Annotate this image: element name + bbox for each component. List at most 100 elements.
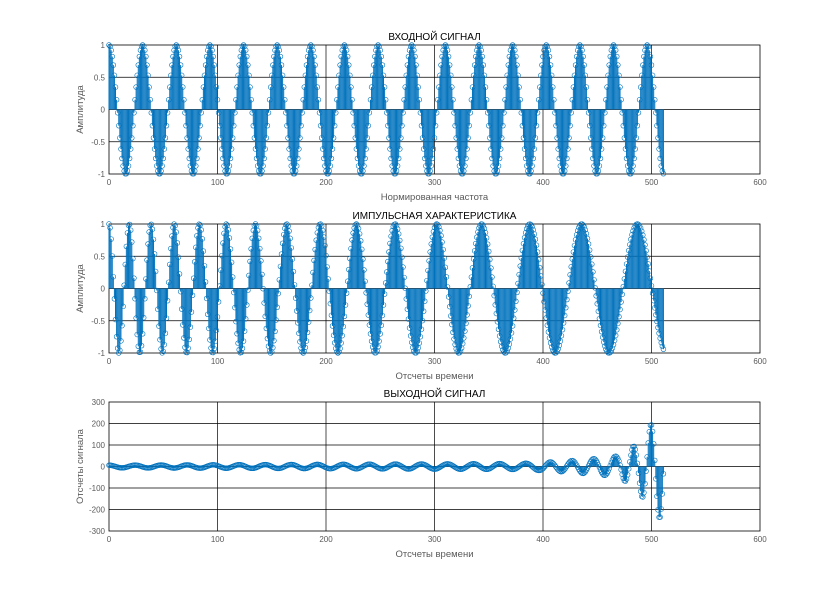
stem-marker [539, 62, 545, 68]
stem-marker [659, 343, 666, 349]
stem-marker [554, 135, 560, 141]
stem-marker [416, 340, 423, 346]
stem-marker [368, 84, 375, 90]
stem-marker [608, 347, 615, 354]
stem-marker [218, 135, 224, 141]
stem-marker [218, 267, 224, 273]
stem-marker [373, 47, 379, 53]
stem-marker [616, 72, 622, 79]
stem-marker [624, 472, 631, 478]
stem-marker [210, 53, 216, 60]
stem-marker [216, 122, 223, 129]
stem-marker [367, 331, 374, 337]
stem-marker [345, 278, 351, 284]
chart-title: ВХОДНОЙ СИГНАЛ [388, 30, 480, 43]
stem-marker [159, 163, 165, 169]
stem-marker [109, 253, 115, 259]
stem-marker [353, 146, 360, 152]
stem-marker [489, 155, 495, 162]
stem-marker [164, 297, 171, 304]
stem-marker [634, 460, 641, 467]
stem-marker [429, 234, 436, 240]
stem-marker [443, 43, 450, 50]
stem-marker [487, 256, 493, 263]
stem-marker [125, 222, 132, 229]
stem-marker [419, 135, 426, 141]
stem-marker [503, 349, 509, 356]
stem-marker [598, 146, 605, 152]
stem-marker [654, 318, 660, 325]
stem-marker [491, 292, 497, 299]
stem-marker [275, 43, 281, 50]
stem-marker [639, 228, 645, 234]
stem-marker [288, 245, 294, 251]
stem-marker [272, 47, 278, 53]
stem-marker [122, 261, 128, 268]
stem-marker [527, 170, 533, 177]
y-axis-label: Отсчеты сигнала [75, 428, 86, 504]
stem-marker [106, 42, 112, 48]
stem-marker [493, 170, 500, 177]
stem-marker [296, 330, 302, 336]
stem-marker [516, 271, 522, 278]
stem-marker [656, 146, 662, 152]
stem-marker [547, 340, 554, 346]
stem-marker [521, 146, 528, 152]
stem-marker [362, 155, 368, 162]
stem-marker [439, 53, 445, 60]
stem-marker [438, 62, 444, 68]
stem-marker [521, 234, 528, 241]
stem-marker [142, 47, 148, 53]
stem-marker [577, 42, 583, 48]
stem-marker [659, 168, 666, 174]
stem-marker [386, 135, 392, 141]
stem-marker [495, 326, 502, 332]
stem-marker [325, 170, 331, 177]
stem-marker [413, 62, 419, 68]
stem-marker [603, 97, 609, 103]
y-tick-label: 0 [101, 106, 106, 115]
stem-marker [508, 330, 515, 336]
stem-marker [286, 146, 292, 152]
stem-marker [302, 72, 309, 79]
chart-title: ВЫХОДНОЙ СИГНАЛ [384, 387, 486, 400]
stem-marker [601, 122, 607, 129]
stem-marker [215, 299, 222, 305]
stem-marker [559, 326, 566, 333]
stem-marker [621, 135, 628, 141]
stem-marker [133, 315, 139, 321]
stem-marker [165, 279, 172, 285]
stem-marker [316, 110, 323, 116]
stem-marker [448, 313, 454, 319]
stem-marker [422, 298, 428, 304]
stem-marker [623, 155, 630, 162]
stem-marker [541, 298, 547, 305]
stem-marker [557, 163, 564, 169]
stem-marker [591, 277, 597, 283]
stem-marker [492, 302, 498, 308]
stem-marker [588, 135, 594, 141]
stem-marker [126, 221, 133, 228]
stem-marker [495, 163, 502, 169]
stem-marker [563, 304, 569, 311]
stem-marker [641, 53, 647, 60]
stem-marker [274, 304, 280, 310]
stem-marker [392, 221, 399, 227]
stem-marker [462, 328, 468, 334]
stem-marker [176, 271, 183, 277]
stem-marker [410, 344, 416, 351]
stem-marker [517, 97, 523, 103]
stem-marker [228, 259, 235, 266]
stem-marker [512, 47, 518, 53]
stem-marker [499, 135, 505, 141]
stem-marker [303, 338, 310, 344]
stem-marker [628, 170, 634, 177]
stem-marker [513, 53, 519, 60]
stem-marker [468, 274, 475, 280]
stem-marker [147, 97, 153, 103]
stem-marker [645, 440, 651, 446]
stem-marker [541, 47, 547, 53]
stem-marker [250, 122, 257, 129]
stem-marker [444, 284, 451, 290]
stem-marker [483, 97, 490, 103]
